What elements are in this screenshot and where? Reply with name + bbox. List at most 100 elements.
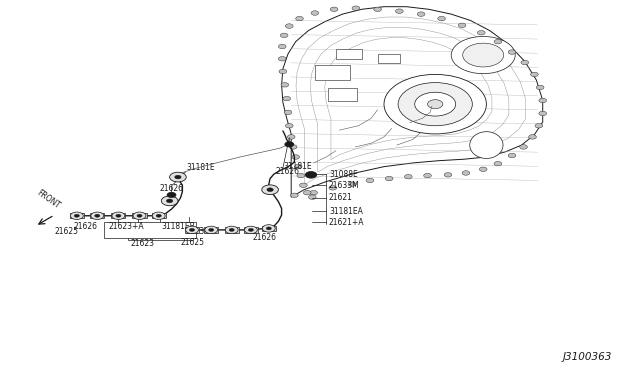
Circle shape bbox=[366, 178, 374, 183]
Circle shape bbox=[292, 155, 300, 159]
Circle shape bbox=[167, 192, 176, 198]
Bar bbox=[378, 54, 401, 63]
Circle shape bbox=[248, 228, 253, 231]
Bar bbox=[70, 213, 84, 218]
Text: 31088E: 31088E bbox=[329, 170, 358, 179]
Circle shape bbox=[296, 16, 303, 21]
Circle shape bbox=[305, 171, 317, 178]
Bar bbox=[90, 213, 104, 218]
Circle shape bbox=[508, 153, 516, 158]
Circle shape bbox=[308, 195, 316, 199]
Circle shape bbox=[281, 83, 289, 87]
Circle shape bbox=[521, 60, 529, 65]
Circle shape bbox=[133, 212, 146, 219]
Text: 21625: 21625 bbox=[180, 238, 205, 247]
Bar bbox=[315, 65, 351, 80]
Bar bbox=[104, 222, 196, 238]
Circle shape bbox=[116, 214, 121, 217]
Circle shape bbox=[539, 98, 547, 103]
Circle shape bbox=[152, 212, 165, 219]
Circle shape bbox=[428, 100, 443, 109]
Circle shape bbox=[294, 164, 302, 169]
Circle shape bbox=[508, 50, 516, 54]
Circle shape bbox=[278, 57, 286, 61]
Circle shape bbox=[262, 185, 278, 195]
Circle shape bbox=[209, 228, 214, 231]
Circle shape bbox=[300, 183, 307, 187]
Circle shape bbox=[137, 214, 142, 217]
Bar bbox=[225, 227, 239, 232]
Circle shape bbox=[161, 196, 178, 206]
Circle shape bbox=[112, 212, 125, 219]
Circle shape bbox=[297, 173, 305, 178]
Circle shape bbox=[280, 33, 288, 38]
Circle shape bbox=[303, 190, 311, 195]
Circle shape bbox=[189, 228, 195, 231]
Circle shape bbox=[266, 227, 271, 230]
Circle shape bbox=[95, 214, 100, 217]
Circle shape bbox=[539, 111, 547, 116]
Circle shape bbox=[417, 12, 425, 16]
Circle shape bbox=[285, 24, 293, 28]
Circle shape bbox=[289, 145, 297, 149]
Circle shape bbox=[458, 23, 466, 28]
Circle shape bbox=[262, 225, 275, 232]
Circle shape bbox=[396, 9, 403, 13]
Text: 31181E: 31181E bbox=[284, 162, 312, 171]
Circle shape bbox=[284, 110, 292, 115]
Bar bbox=[132, 213, 147, 218]
Circle shape bbox=[463, 43, 504, 67]
Circle shape bbox=[267, 188, 273, 192]
Text: 21623+A: 21623+A bbox=[109, 222, 145, 231]
Text: 21626: 21626 bbox=[160, 185, 184, 193]
Circle shape bbox=[166, 199, 173, 203]
Text: 21626: 21626 bbox=[253, 233, 277, 242]
Circle shape bbox=[462, 171, 470, 175]
Circle shape bbox=[494, 39, 502, 44]
Circle shape bbox=[287, 135, 295, 139]
Circle shape bbox=[285, 124, 293, 128]
Circle shape bbox=[330, 7, 338, 12]
Circle shape bbox=[529, 135, 536, 139]
Circle shape bbox=[311, 11, 319, 15]
Text: 21633M: 21633M bbox=[329, 181, 360, 190]
Bar bbox=[152, 213, 166, 218]
Bar bbox=[204, 227, 218, 232]
Circle shape bbox=[444, 173, 452, 177]
Bar bbox=[328, 89, 357, 101]
Circle shape bbox=[225, 226, 238, 234]
Text: 21625: 21625 bbox=[54, 227, 79, 236]
Circle shape bbox=[310, 190, 317, 195]
Text: 21634M: 21634M bbox=[186, 227, 216, 236]
Text: 31181E: 31181E bbox=[187, 163, 216, 172]
Text: 31181EB: 31181EB bbox=[161, 222, 195, 231]
Circle shape bbox=[244, 226, 257, 234]
Circle shape bbox=[477, 31, 485, 35]
Circle shape bbox=[424, 173, 431, 178]
Circle shape bbox=[291, 193, 298, 198]
Circle shape bbox=[70, 212, 83, 219]
Circle shape bbox=[186, 226, 198, 234]
Circle shape bbox=[438, 16, 445, 21]
Text: 21621: 21621 bbox=[329, 193, 353, 202]
Ellipse shape bbox=[470, 132, 503, 158]
Circle shape bbox=[329, 186, 337, 190]
Circle shape bbox=[451, 36, 515, 74]
Bar bbox=[336, 49, 362, 59]
Circle shape bbox=[398, 83, 472, 126]
Circle shape bbox=[156, 214, 161, 217]
Text: 21621+A: 21621+A bbox=[329, 218, 364, 227]
Polygon shape bbox=[282, 7, 543, 197]
Circle shape bbox=[494, 161, 502, 166]
Circle shape bbox=[285, 142, 294, 147]
Text: 21626: 21626 bbox=[275, 167, 300, 176]
Text: 21623: 21623 bbox=[130, 239, 154, 248]
Bar bbox=[185, 227, 199, 232]
Circle shape bbox=[531, 72, 538, 77]
Circle shape bbox=[91, 212, 104, 219]
Circle shape bbox=[278, 44, 286, 49]
Circle shape bbox=[374, 7, 381, 12]
Text: 21626: 21626 bbox=[74, 222, 98, 231]
Circle shape bbox=[384, 74, 486, 134]
Bar bbox=[244, 227, 258, 232]
